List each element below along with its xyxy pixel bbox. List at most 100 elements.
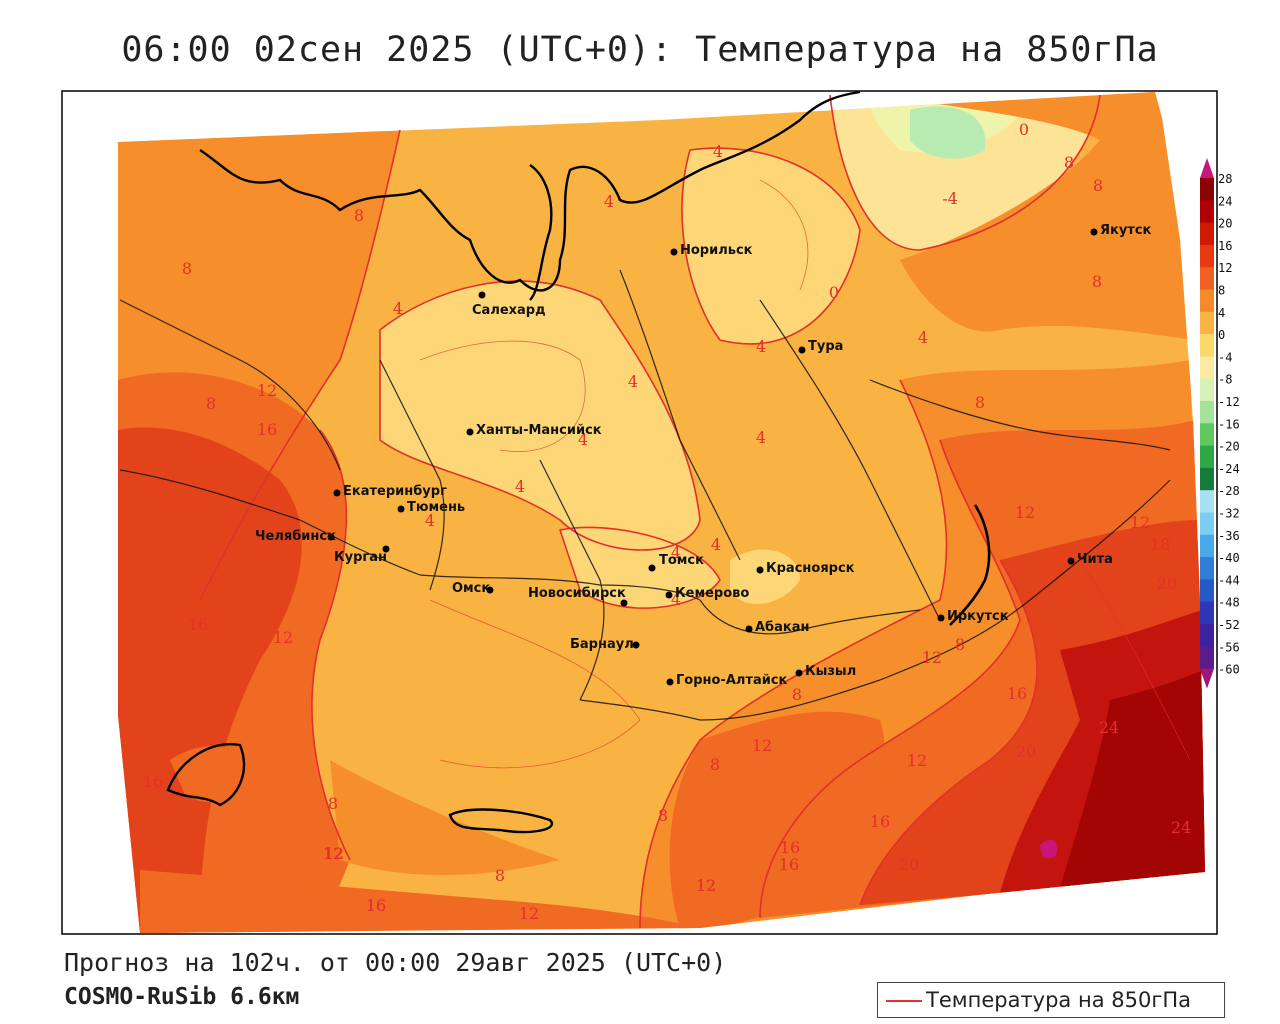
city-dot xyxy=(795,669,803,677)
colorbar-segment xyxy=(1200,222,1214,246)
colorbar-segment xyxy=(1200,445,1214,469)
legend-label: Температура на 850гПа xyxy=(926,988,1192,1012)
contour-label: 12 xyxy=(752,736,772,755)
contour-label: 4 xyxy=(393,299,403,318)
city-dot xyxy=(382,545,390,553)
contour-label: 24 xyxy=(1171,818,1191,837)
legend-line-swatch xyxy=(886,1000,922,1002)
colorbar-tick-label: -52 xyxy=(1218,618,1240,632)
city-dot xyxy=(1090,228,1098,236)
contour-label: 4 xyxy=(671,543,681,562)
city-dot xyxy=(620,599,628,607)
colorbar-tick-label: -8 xyxy=(1218,373,1232,387)
colorbar-tick-label: 12 xyxy=(1218,261,1232,275)
contour-label: 8 xyxy=(1093,176,1103,195)
contour-label: 12 xyxy=(257,381,277,400)
contour-label: 8 xyxy=(658,806,668,825)
contour-label: 16 xyxy=(780,838,800,857)
city-label: Норильск xyxy=(680,243,753,258)
contour-label: 12 xyxy=(922,648,942,667)
city-label: Салехард xyxy=(472,303,546,318)
city-label: Томск xyxy=(659,553,704,568)
city-label: Барнаул xyxy=(570,637,634,652)
colorbar-tick-label: -20 xyxy=(1218,440,1240,454)
colorbar-segment xyxy=(1200,334,1214,357)
city-dot xyxy=(632,641,640,649)
city-label: Омск xyxy=(452,581,490,596)
colorbar-segment xyxy=(1200,557,1214,580)
colorbar-tick-label: -40 xyxy=(1218,551,1240,565)
forecast-info: Прогноз на 102ч. от 00:00 29авг 2025 (UT… xyxy=(64,948,727,977)
contour-label: 12 xyxy=(323,844,343,863)
contour-label: 4 xyxy=(756,428,766,447)
colorbar-segment xyxy=(1200,646,1214,670)
legend: Температура на 850гПа xyxy=(877,982,1225,1018)
colorbar-tick-label: -60 xyxy=(1218,663,1240,677)
contour-label: 12 xyxy=(696,876,716,895)
colorbar-segment xyxy=(1200,289,1214,313)
colorbar-segment xyxy=(1200,467,1214,491)
city-dot xyxy=(466,428,474,436)
city-label: Курган xyxy=(334,550,387,565)
map-title: 06:00 02сен 2025 (UTC+0): Температура на… xyxy=(121,30,1159,70)
city-dot xyxy=(648,564,656,572)
contour-label: 4 xyxy=(713,142,723,161)
coastlines xyxy=(166,90,991,834)
city-label: Чита xyxy=(1077,552,1113,567)
contour-label: 12 xyxy=(1015,503,1035,522)
contour-label: 20 xyxy=(1157,574,1177,593)
contour-label: 16 xyxy=(143,772,163,791)
city-label: Новосибирск xyxy=(528,586,626,601)
colorbar-segment xyxy=(1200,423,1214,447)
colorbar-tick-label: -36 xyxy=(1218,529,1240,543)
colorbar-tick-label: 16 xyxy=(1218,239,1232,253)
contour-labels: 0 4 8 8 8 4 4 -4 4 8 8 8 0 4 4 4 8 12 12… xyxy=(143,120,1191,923)
city-label: Кемерово xyxy=(675,586,749,601)
colorbar-segment xyxy=(1200,267,1214,290)
colorbar-top-arrow xyxy=(1200,158,1214,178)
contour-label: 0 xyxy=(1019,120,1029,139)
city-dot xyxy=(670,248,678,256)
contour-label: 4 xyxy=(628,372,638,391)
city-dot xyxy=(756,566,764,574)
city-label: Тура xyxy=(808,339,843,354)
city-dot xyxy=(397,505,405,513)
colorbar-segment xyxy=(1200,534,1214,558)
contour-label: 18 xyxy=(1150,535,1170,554)
colorbar-tick-label: 0 xyxy=(1218,328,1225,342)
colorbar-tick-label: -4 xyxy=(1218,350,1232,364)
city-label: Кызыл xyxy=(805,664,856,679)
contour-label: 8 xyxy=(792,685,802,704)
city-dot xyxy=(798,346,806,354)
contour-label: 8 xyxy=(206,394,216,413)
contour-label: 24 xyxy=(1099,718,1119,737)
city-dot xyxy=(486,586,494,594)
contour-label: 8 xyxy=(1092,272,1102,291)
colorbar-tick-label: 4 xyxy=(1218,306,1225,320)
city-dot xyxy=(745,625,753,633)
contour-label: 20 xyxy=(899,855,919,874)
contour-label: 16 xyxy=(870,812,890,831)
contour-label: 4 xyxy=(578,430,588,449)
contour-label: 12 xyxy=(907,751,927,770)
contour-label: 8 xyxy=(710,755,720,774)
colorbar-tick-label: -28 xyxy=(1218,484,1240,498)
contour-label: 20 xyxy=(1016,742,1036,761)
model-name: COSMO-RuSib 6.6км xyxy=(64,984,300,1010)
contour-label: 4 xyxy=(918,328,928,347)
contour-label: 16 xyxy=(1007,684,1027,703)
contour-label: 16 xyxy=(366,896,386,915)
colorbar-tick-label: 8 xyxy=(1218,284,1225,298)
contour-label: 4 xyxy=(515,477,525,496)
contour-label: 8 xyxy=(328,794,338,813)
city-dot xyxy=(327,533,335,541)
colorbar-tick-label: -32 xyxy=(1218,507,1240,521)
city-dot xyxy=(333,489,341,497)
colorbar-segment xyxy=(1200,178,1214,201)
contour-label: 16 xyxy=(188,615,208,634)
contour-label: -4 xyxy=(942,189,958,208)
city-label: Челябинск xyxy=(255,529,336,544)
contour-label: 8 xyxy=(955,635,965,654)
city-dot xyxy=(937,614,945,622)
city-dot xyxy=(666,678,674,686)
